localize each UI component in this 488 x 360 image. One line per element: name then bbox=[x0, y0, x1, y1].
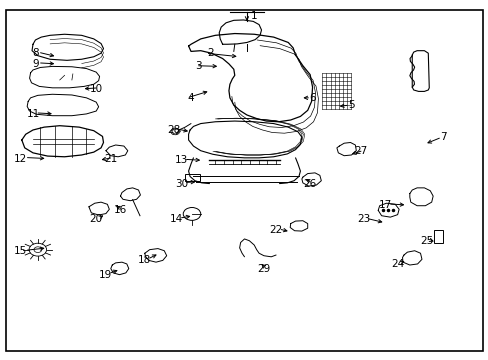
Text: 30: 30 bbox=[174, 179, 187, 189]
Text: 19: 19 bbox=[99, 270, 112, 280]
Text: 6: 6 bbox=[308, 93, 315, 103]
Text: 10: 10 bbox=[89, 84, 102, 94]
Text: 4: 4 bbox=[187, 93, 194, 103]
Text: 26: 26 bbox=[303, 179, 316, 189]
Text: 18: 18 bbox=[138, 255, 151, 265]
Text: 28: 28 bbox=[167, 125, 180, 135]
Text: 16: 16 bbox=[114, 205, 127, 215]
Text: 2: 2 bbox=[207, 48, 213, 58]
Text: 22: 22 bbox=[269, 225, 282, 235]
Bar bbox=[433, 230, 442, 243]
Text: 13: 13 bbox=[174, 156, 187, 165]
Text: 25: 25 bbox=[419, 236, 432, 246]
Text: 27: 27 bbox=[354, 147, 367, 157]
Text: 20: 20 bbox=[89, 214, 102, 224]
Text: 23: 23 bbox=[356, 214, 369, 224]
Text: 14: 14 bbox=[169, 214, 183, 224]
Bar bbox=[185, 174, 200, 181]
Text: 17: 17 bbox=[378, 200, 391, 210]
Text: 1: 1 bbox=[250, 11, 257, 21]
Text: 3: 3 bbox=[195, 61, 201, 71]
Text: 9: 9 bbox=[32, 59, 39, 69]
Text: 21: 21 bbox=[104, 154, 117, 163]
Text: 7: 7 bbox=[440, 132, 446, 142]
Text: 5: 5 bbox=[347, 100, 354, 110]
Text: 29: 29 bbox=[257, 264, 270, 274]
Text: 11: 11 bbox=[26, 109, 40, 119]
Text: 12: 12 bbox=[14, 154, 27, 163]
Text: 8: 8 bbox=[32, 48, 39, 58]
Text: 15: 15 bbox=[14, 247, 27, 256]
Text: 24: 24 bbox=[390, 259, 404, 269]
